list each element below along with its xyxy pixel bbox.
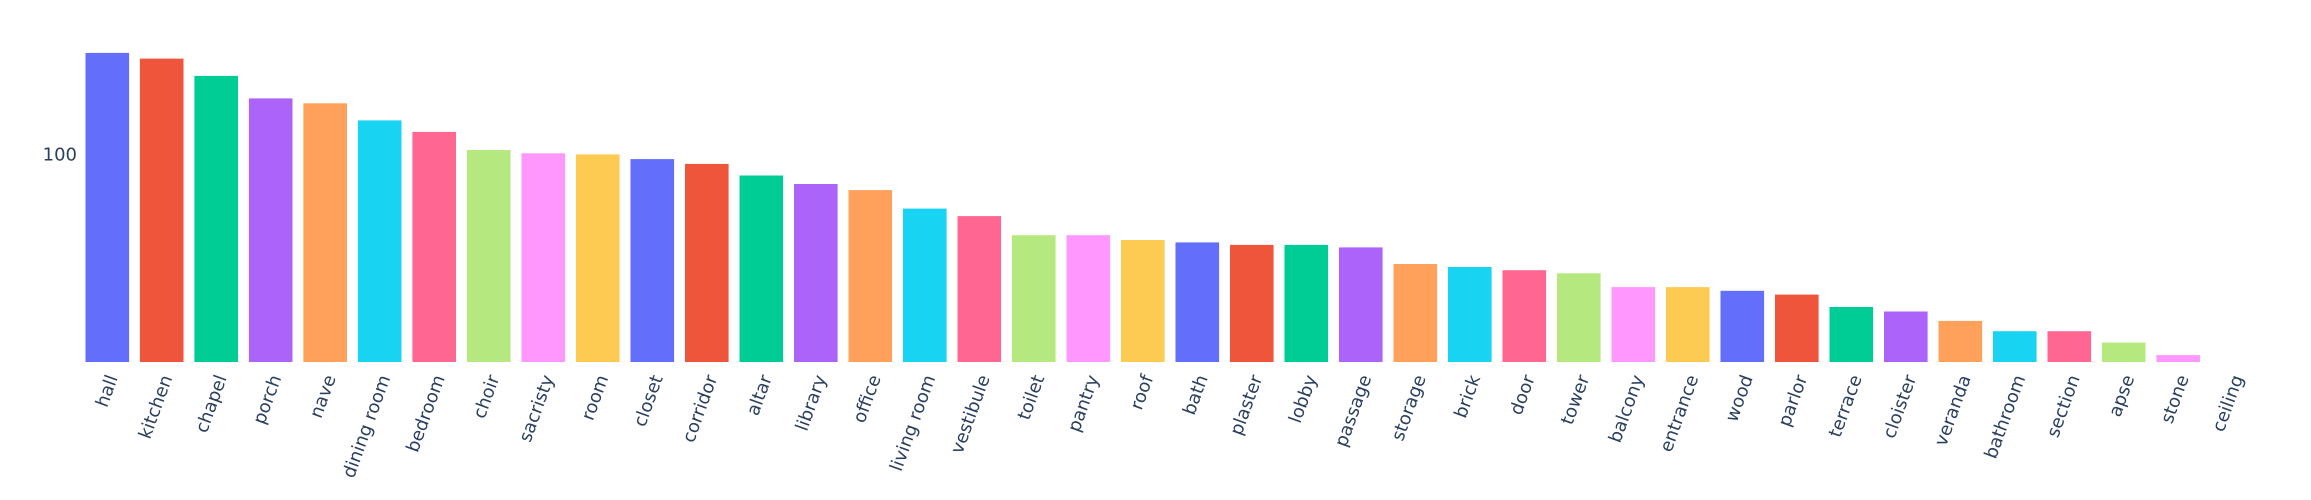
- bar-terrace: [1829, 307, 1874, 362]
- bar-passage: [1339, 247, 1383, 362]
- bar-nave: [303, 103, 347, 363]
- bar-vestibule: [957, 216, 1002, 362]
- bar-cloister: [1884, 311, 1928, 362]
- bar-dining-room: [357, 120, 402, 363]
- bar-altar: [739, 175, 784, 362]
- bar-library: [794, 184, 838, 362]
- bar-bedroom: [412, 131, 456, 362]
- bar-sacristy: [521, 153, 566, 362]
- bar-pantry: [1066, 235, 1111, 362]
- bars-group: [85, 52, 2200, 363]
- y-tick-label: 100: [43, 144, 77, 165]
- bar-entrance: [1666, 287, 1710, 362]
- bar-balcony: [1611, 287, 1656, 362]
- bar-hall: [85, 52, 130, 363]
- bar-parlor: [1775, 294, 1819, 362]
- bar-section: [2047, 331, 2092, 362]
- bar-apse: [2101, 342, 2146, 362]
- bar-door: [1502, 270, 1547, 362]
- bar-stone: [2156, 355, 2200, 362]
- bar-corridor: [685, 163, 729, 362]
- bar-bathroom: [1993, 331, 2037, 362]
- bar-wood: [1720, 290, 1765, 362]
- y-axis: 100: [43, 144, 77, 165]
- bar-tower: [1557, 273, 1601, 362]
- bar-closet: [630, 159, 675, 362]
- bar-plaster: [1230, 244, 1274, 362]
- bar-storage: [1393, 264, 1438, 362]
- bar-lobby: [1284, 244, 1329, 362]
- bar-kitchen: [139, 58, 184, 362]
- bar-roof: [1121, 240, 1165, 362]
- bar-brick: [1448, 267, 1492, 362]
- bar-room: [576, 154, 620, 362]
- bar-living-room: [903, 208, 947, 362]
- bar-chapel: [194, 75, 238, 363]
- bar-porch: [248, 98, 293, 363]
- bar-veranda: [1938, 320, 1983, 362]
- bar-bath: [1175, 242, 1220, 362]
- bar-office: [848, 190, 893, 362]
- bar-toilet: [1012, 235, 1056, 362]
- bar-choir: [466, 150, 511, 362]
